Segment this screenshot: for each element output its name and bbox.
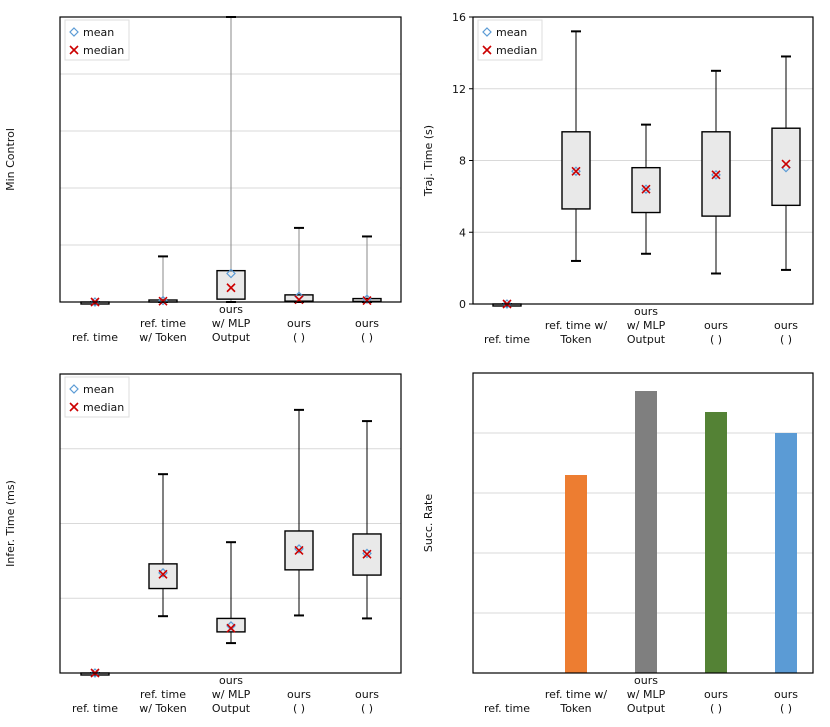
x-tick-label: w/ MLP: [627, 688, 666, 701]
x-tick-label: ours: [219, 303, 243, 316]
y-axis-label: Traj. Time (s): [422, 125, 435, 197]
legend-mean-marker: [69, 27, 79, 37]
x-tick-label: Token: [559, 702, 591, 715]
median-marker: [362, 549, 372, 559]
x-tick-label: ours: [704, 319, 728, 332]
plot-frame: [59, 373, 402, 674]
legend-mean-marker: [482, 27, 492, 37]
x-tick-label: w/ Token: [139, 702, 187, 715]
box-iqr-2: [216, 269, 246, 300]
x-tick-label: ( ): [780, 333, 792, 346]
x-tick-label: Output: [627, 702, 666, 715]
y-tick-label: 4: [459, 226, 466, 239]
x-tick-label: Output: [627, 333, 666, 346]
panel-traj-time: Traj. Time (s) 0 4 8 12 16 ref. time ref. time …: [422, 11, 814, 346]
mean-marker: [90, 668, 100, 678]
x-tick-label: ( ): [780, 702, 792, 715]
x-tick-label: w/ Token: [139, 331, 187, 344]
legend-box: [64, 376, 130, 418]
legend-box: [64, 19, 130, 61]
mean-marker: [90, 297, 100, 307]
median-marker: [294, 545, 304, 555]
mean-marker: [226, 268, 236, 279]
median-marker: [781, 159, 791, 169]
bar-1: [565, 475, 587, 673]
x-tick-label: w/ MLP: [212, 688, 251, 701]
legend-box: [477, 19, 543, 61]
box-iqr-4: [771, 127, 801, 207]
x-tick-label: Output: [212, 702, 251, 715]
bar-2: [635, 391, 657, 673]
x-tick-label: ours: [219, 674, 243, 687]
mean-marker: [711, 170, 721, 180]
median-marker: [158, 569, 168, 579]
x-tick-label: ours: [287, 688, 311, 701]
y-tick-label: 8: [459, 155, 466, 168]
x-tick-label: w/ MLP: [212, 317, 251, 330]
x-tick-label: ref. time: [140, 317, 186, 330]
x-tick-label: ours: [774, 319, 798, 332]
x-tick-label: ( ): [293, 702, 305, 715]
legend-median-label: median: [83, 44, 124, 57]
x-tick-label: ( ): [293, 331, 305, 344]
median-marker: [571, 166, 581, 176]
legend-median-label: median: [496, 44, 537, 57]
plot-frame: [472, 16, 814, 305]
mean-marker: [571, 166, 581, 177]
bar-3: [705, 412, 727, 673]
x-tick-label: ours: [634, 305, 658, 318]
x-tick-label: ( ): [361, 702, 373, 715]
x-tick-label: ours: [355, 317, 379, 330]
median-marker: [711, 170, 721, 180]
x-tick-label: ( ): [710, 702, 722, 715]
mean-marker: [641, 184, 651, 195]
box-iqr-2: [216, 617, 246, 633]
plot-frame: [472, 372, 814, 674]
y-tick-label: 12: [452, 83, 466, 96]
x-tick-label: ours: [704, 688, 728, 701]
median-marker: [362, 296, 372, 306]
y-axis-label: Infer. Time (ms): [4, 480, 17, 567]
legend-median-label: median: [83, 401, 124, 414]
x-tick-label: ref. time: [72, 331, 118, 344]
legend-median-marker: [482, 45, 492, 55]
legend-mean-label: mean: [496, 26, 527, 39]
legend-mean-label: mean: [83, 26, 114, 39]
median-marker: [226, 283, 236, 293]
x-tick-label: Token: [559, 333, 591, 346]
legend-median-marker: [69, 45, 79, 55]
x-tick-label: Output: [212, 331, 251, 344]
x-tick-label: ours: [287, 317, 311, 330]
x-tick-label: ref. time w/: [545, 319, 607, 332]
x-tick-label: ours: [634, 674, 658, 687]
x-tick-label: ref. time: [484, 333, 530, 346]
legend-median-marker: [69, 402, 79, 412]
x-tick-label: ( ): [361, 331, 373, 344]
median-marker: [158, 296, 168, 306]
x-tick-label: ref. time: [72, 702, 118, 715]
x-tick-label: ours: [774, 688, 798, 701]
legend-mean-marker: [69, 384, 79, 394]
x-tick-label: ref. time w/: [545, 688, 607, 701]
bar-4: [775, 433, 797, 673]
x-tick-label: ours: [355, 688, 379, 701]
mean-marker: [502, 299, 512, 309]
x-tick-label: ref. time: [484, 702, 530, 715]
legend-mean-label: mean: [83, 383, 114, 396]
y-axis-label: Succ. Rate: [422, 494, 435, 552]
median-marker: [641, 184, 651, 194]
y-axis-label: Min Control: [4, 128, 17, 191]
x-tick-label: ( ): [710, 333, 722, 346]
y-tick-label: 16: [452, 11, 466, 24]
y-tick-label: 0: [459, 298, 466, 311]
plot-frame: [59, 16, 402, 303]
median-marker: [226, 623, 236, 633]
panel-succ-rate: Succ. Rate ref. time ref. time w/Token ours…: [422, 372, 814, 715]
x-tick-label: ref. time: [140, 688, 186, 701]
x-tick-label: w/ MLP: [627, 319, 666, 332]
